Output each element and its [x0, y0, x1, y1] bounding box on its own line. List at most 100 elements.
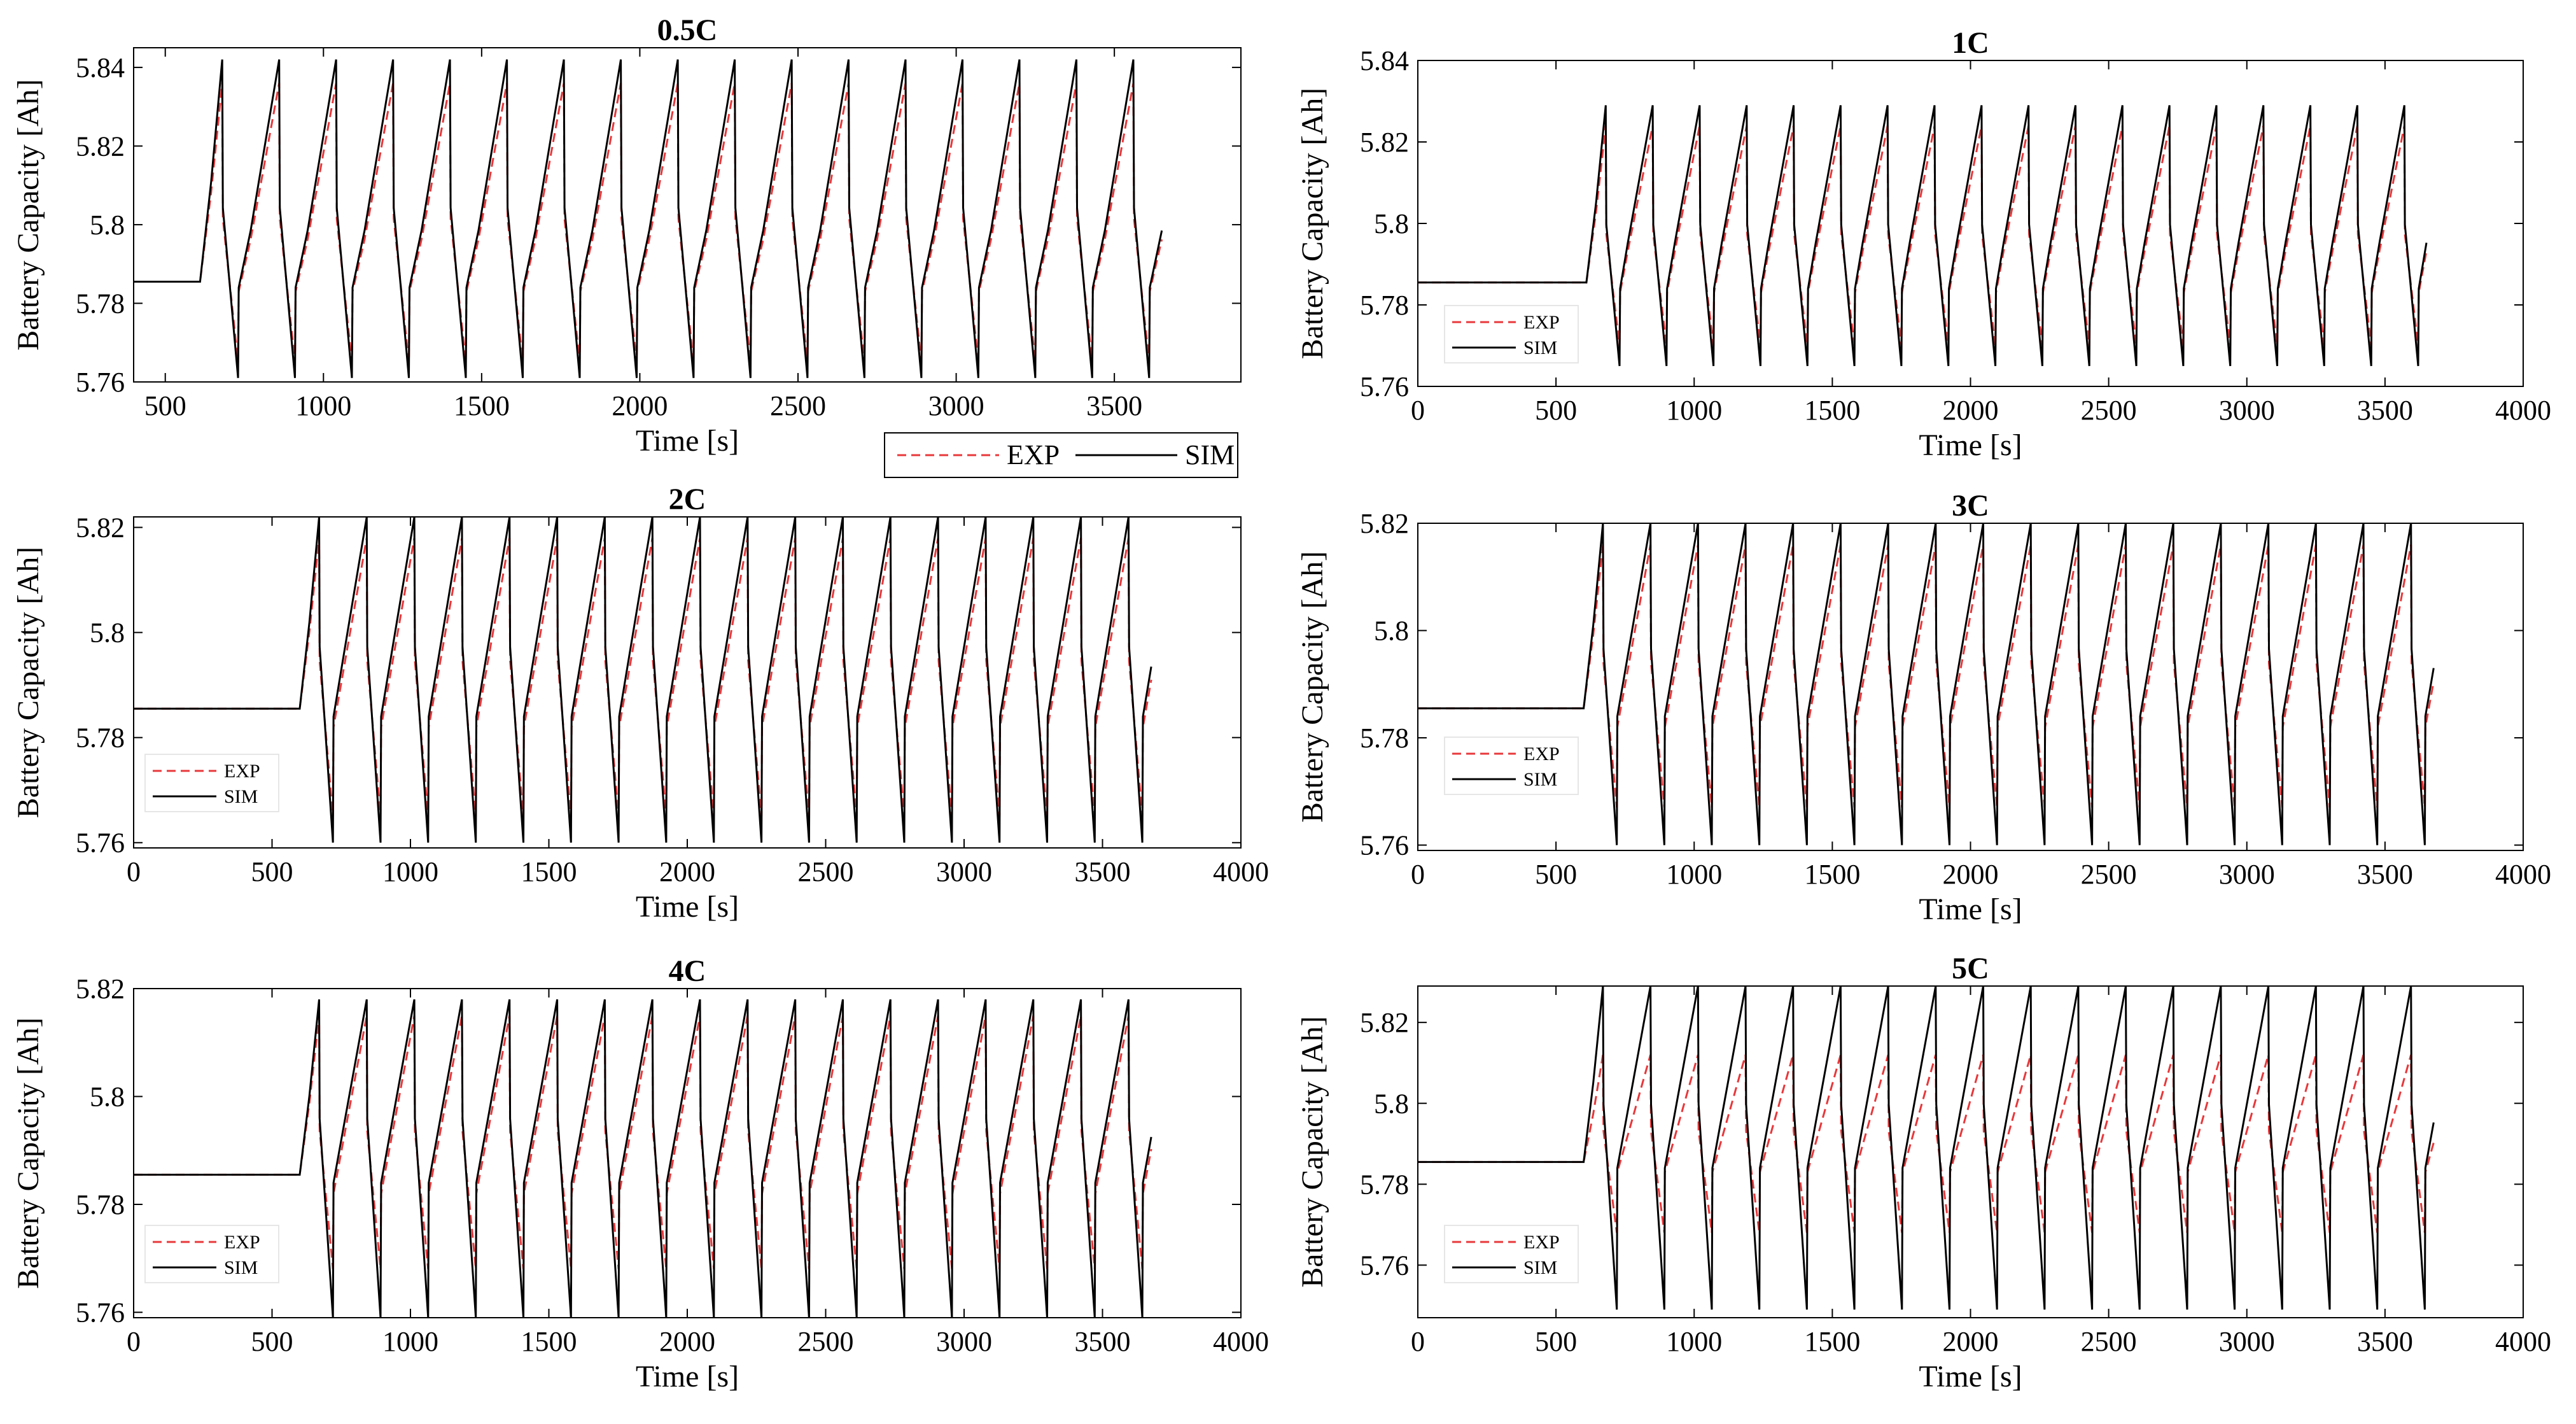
x-tick-label: 500	[1535, 395, 1577, 426]
legend-label-sim: SIM	[224, 786, 258, 807]
x-tick-label: 500	[1535, 1326, 1577, 1357]
legend-label-exp: EXP	[224, 1232, 260, 1253]
y-tick-label: 5.8	[90, 617, 125, 649]
x-tick-label: 1000	[1666, 395, 1722, 426]
x-tick-label: 2500	[2081, 395, 2137, 426]
y-tick-label: 5.82	[1360, 127, 1409, 158]
x-axis-label: Time [s]	[1919, 1360, 2022, 1393]
series-line-sim	[1418, 523, 2435, 845]
x-tick-label: 1500	[521, 856, 577, 887]
x-tick-label: 3500	[1086, 390, 1142, 421]
x-tick-label: 3500	[2357, 1326, 2413, 1357]
axes-box	[1417, 523, 2524, 851]
x-tick-label: 1000	[1666, 1326, 1722, 1357]
x-tick-label: 0	[127, 856, 141, 887]
x-tick-label: 1000	[1666, 859, 1722, 890]
legend-box	[1444, 1225, 1579, 1283]
x-tick-label: 4000	[2495, 859, 2551, 890]
x-tick-label: 4000	[1213, 1326, 1269, 1357]
axes-box	[133, 47, 1242, 383]
x-tick-label: 1000	[295, 390, 351, 421]
legend-label-sim: SIM	[1185, 439, 1235, 470]
x-tick-label: 500	[251, 1326, 293, 1357]
chart-title: 0.5C	[657, 13, 718, 47]
x-tick-label: 2000	[1943, 1326, 1999, 1357]
x-tick-label: 1500	[454, 390, 510, 421]
x-tick-label: 2500	[2081, 1326, 2137, 1357]
y-tick-label: 5.76	[1360, 371, 1409, 402]
panel-5C: 5C 0 500 1000 1500 2000 2500 3000 3500 4000 5.76 5.…	[1296, 952, 2551, 1393]
y-axis-label: Battery Capacity [Ah]	[1296, 1016, 1329, 1288]
legend-box	[144, 754, 279, 812]
y-axis-label: Battery Capacity [Ah]	[11, 547, 45, 819]
legend-box	[144, 1225, 279, 1283]
x-tick-label: 3000	[2219, 859, 2275, 890]
panel-3C: 3C 0 500 1000 1500 2000 2500 3000 3500 4000 5.76 5.…	[1296, 489, 2551, 926]
legend: EXP SIM	[144, 754, 279, 812]
panel-1C: 1C 0 500 1000 1500 2000 2500 3000 3500 4000 5.76 5.…	[1296, 26, 2551, 462]
x-tick-label: 2500	[770, 390, 826, 421]
legend-box	[1444, 305, 1579, 363]
axes-box	[133, 516, 1242, 849]
x-tick-label: 3000	[2219, 1326, 2275, 1357]
x-tick-label: 500	[144, 390, 186, 421]
y-tick-label: 5.78	[1360, 723, 1409, 754]
y-tick-label: 5.82	[1360, 508, 1409, 539]
x-tick-label: 2000	[1943, 395, 1999, 426]
chart-title: 1C	[1952, 26, 1989, 60]
x-tick-label: 2500	[2081, 859, 2137, 890]
panel-0_5C: 0.5C 500 1000 1500 2000 2500 3000 3500 5.76 5.78 5…	[11, 13, 1242, 478]
y-tick-label: 5.78	[1360, 1169, 1409, 1200]
chart-title: 2C	[669, 483, 706, 516]
x-tick-label: 0	[1411, 395, 1425, 426]
x-tick-label: 2500	[798, 856, 854, 887]
y-tick-label: 5.78	[76, 1189, 125, 1220]
x-axis-label: Time [s]	[636, 424, 739, 458]
y-tick-label: 5.8	[1374, 1088, 1409, 1119]
y-tick-label: 5.8	[1374, 616, 1409, 647]
x-axis-label: Time [s]	[636, 890, 739, 924]
x-tick-label: 3500	[2357, 859, 2413, 890]
x-tick-label: 2000	[1943, 859, 1999, 890]
x-tick-label: 1500	[1804, 859, 1860, 890]
x-tick-label: 4000	[2495, 395, 2551, 426]
y-tick-label: 5.8	[90, 209, 125, 241]
y-tick-label: 5.82	[76, 130, 125, 162]
chart-title: 4C	[669, 954, 706, 988]
y-axis-label: Battery Capacity [Ah]	[11, 1017, 45, 1289]
series-line-sim	[134, 59, 1163, 378]
y-tick-label: 5.76	[1360, 1250, 1409, 1281]
x-tick-label: 2000	[612, 390, 668, 421]
y-tick-label: 5.76	[76, 367, 125, 398]
legend-box	[1444, 737, 1579, 795]
legend-label-sim: SIM	[224, 1257, 258, 1278]
legend-label-exp: EXP	[1007, 439, 1060, 470]
x-tick-label: 3500	[1075, 1326, 1131, 1357]
legend: EXP SIM	[1444, 1225, 1579, 1283]
axes-box	[133, 988, 1242, 1318]
legend: EXP SIM	[1444, 737, 1579, 795]
y-tick-label: 5.78	[76, 288, 125, 319]
x-tick-label: 2500	[798, 1326, 854, 1357]
y-tick-label: 5.76	[1360, 830, 1409, 861]
series-line-sim	[134, 517, 1152, 843]
legend: EXP SIM	[1444, 305, 1579, 363]
legend-label-sim: SIM	[1523, 1257, 1557, 1278]
x-tick-label: 2000	[659, 1326, 715, 1357]
x-tick-label: 0	[1411, 859, 1425, 890]
y-tick-label: 5.84	[1360, 45, 1409, 76]
x-tick-label: 2000	[659, 856, 715, 887]
y-tick-label: 5.76	[76, 828, 125, 859]
panel-2C: 2C 0 500 1000 1500 2000 2500 3000 3500 4000 5.76 5.…	[11, 483, 1269, 924]
y-tick-label: 5.82	[76, 512, 125, 544]
x-tick-label: 0	[1411, 1326, 1425, 1357]
y-tick-label: 5.76	[76, 1297, 125, 1329]
series-line-sim	[1418, 986, 2435, 1310]
series-line-sim	[134, 999, 1152, 1318]
legend-label-exp: EXP	[1523, 1232, 1560, 1253]
x-tick-label: 3000	[2219, 395, 2275, 426]
legend-label-sim: SIM	[1523, 769, 1557, 790]
x-tick-label: 4000	[1213, 856, 1269, 887]
y-tick-label: 5.8	[1374, 208, 1409, 239]
chart-title: 5C	[1952, 952, 1989, 985]
